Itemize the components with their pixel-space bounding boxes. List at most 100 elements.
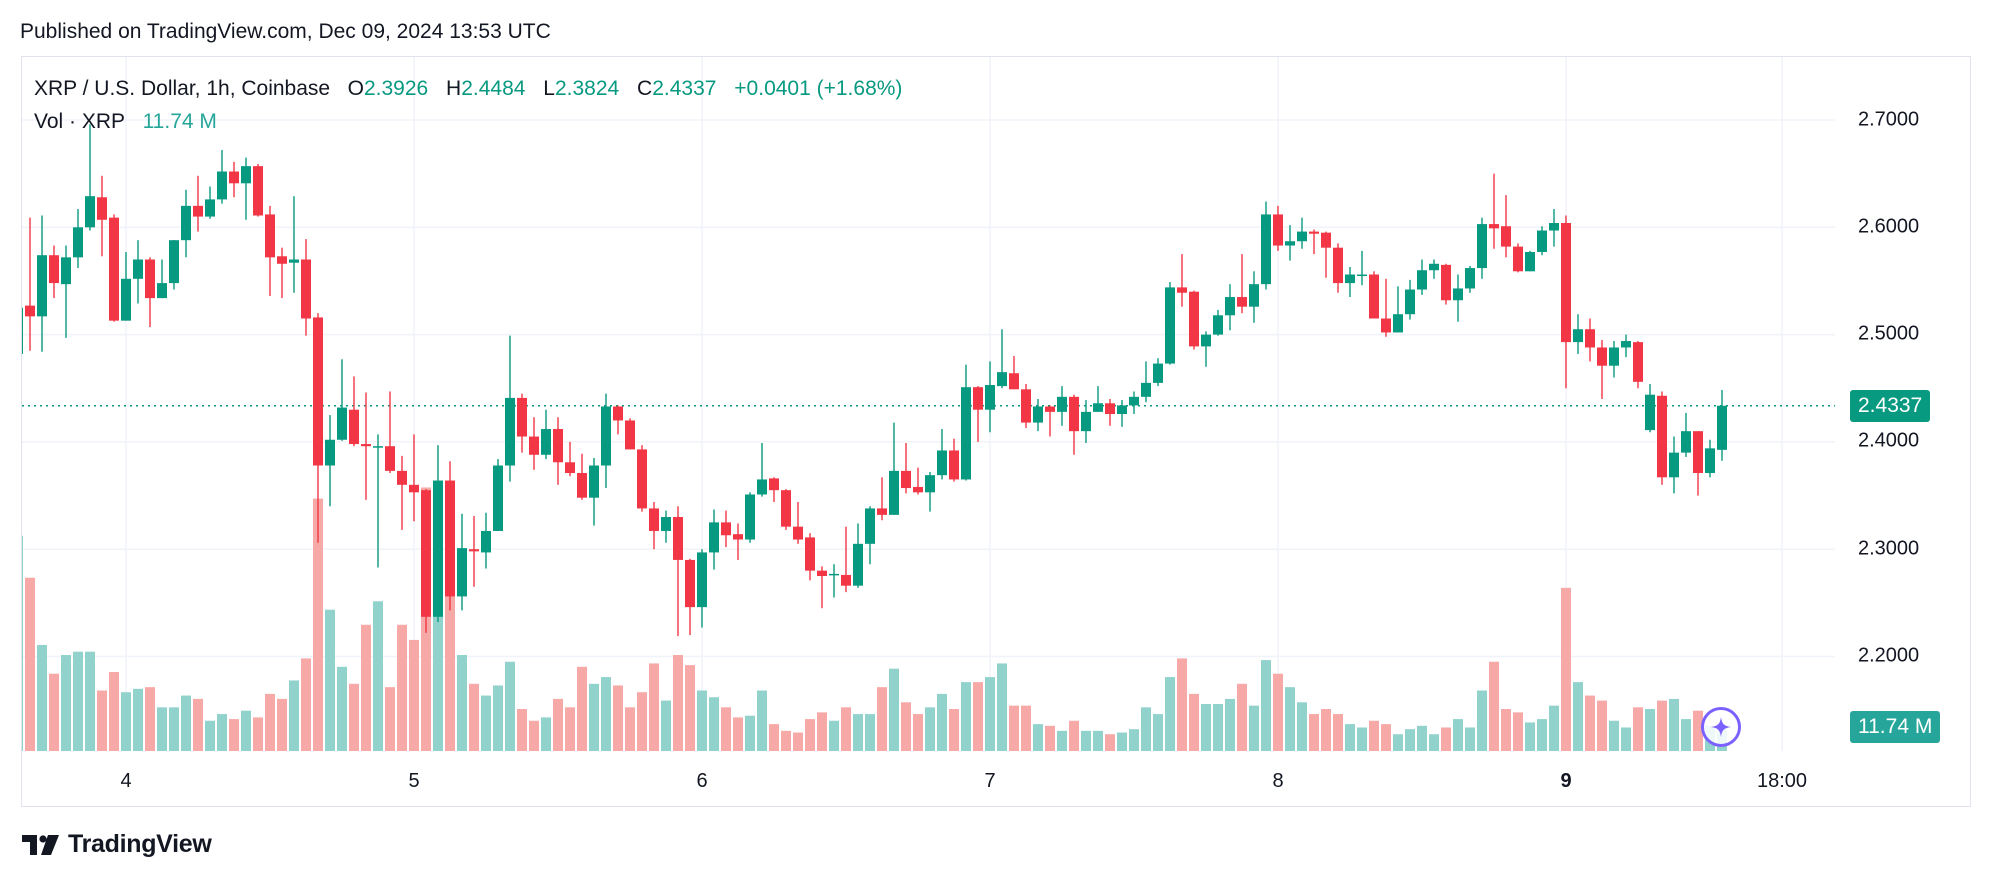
volume-bar bbox=[1549, 705, 1559, 751]
volume-bar bbox=[1285, 687, 1295, 751]
candle-body bbox=[661, 517, 671, 531]
volume-bar bbox=[829, 720, 839, 751]
candle-body bbox=[1069, 396, 1079, 432]
candle-up bbox=[1249, 271, 1259, 323]
candle-up bbox=[481, 512, 491, 569]
candle-body bbox=[1453, 288, 1463, 301]
candle-up bbox=[169, 240, 179, 290]
candle-up bbox=[1357, 250, 1367, 286]
candle-body bbox=[1597, 347, 1607, 366]
candle-up bbox=[1621, 334, 1631, 358]
candle-up bbox=[541, 409, 551, 460]
candle-down bbox=[973, 386, 983, 442]
candle-body bbox=[1417, 270, 1427, 290]
volume-bar bbox=[541, 717, 551, 751]
candle-down bbox=[277, 247, 287, 299]
candle-down bbox=[553, 417, 563, 485]
volume-bar bbox=[1165, 677, 1175, 751]
candle-up bbox=[925, 471, 935, 512]
candle-body bbox=[1201, 334, 1211, 347]
candle-body bbox=[1441, 264, 1451, 301]
open-label: O bbox=[347, 77, 364, 100]
candle-down bbox=[673, 506, 683, 637]
candle-body bbox=[721, 522, 731, 536]
candle-body bbox=[1285, 241, 1295, 246]
candle-body bbox=[685, 559, 695, 608]
candle-down bbox=[1237, 254, 1247, 314]
candle-body bbox=[841, 574, 851, 586]
candle-body bbox=[61, 257, 71, 285]
candle-up bbox=[217, 150, 227, 204]
volume-bar bbox=[97, 690, 107, 751]
volume-bar bbox=[529, 720, 539, 751]
candle-body bbox=[1273, 214, 1283, 246]
candle-body bbox=[97, 197, 107, 220]
candle-body bbox=[1489, 224, 1499, 229]
volume-bar bbox=[217, 714, 227, 751]
candle-body bbox=[1537, 230, 1547, 252]
sparkle-icon[interactable] bbox=[1701, 707, 1741, 747]
candle-body bbox=[1213, 315, 1223, 335]
volume-bar bbox=[313, 498, 323, 751]
candle-up bbox=[1153, 358, 1163, 387]
candle-up bbox=[337, 359, 347, 441]
candle-up bbox=[22, 307, 23, 354]
last-volume-badge: 11.74 M bbox=[1850, 711, 1941, 743]
candle-body bbox=[937, 450, 947, 476]
candle-up bbox=[157, 259, 167, 299]
volume-bar bbox=[625, 707, 635, 751]
candle-body bbox=[169, 240, 179, 284]
volume-bar bbox=[1225, 698, 1235, 751]
candle-down bbox=[109, 214, 119, 322]
candle-down bbox=[637, 445, 647, 512]
candle-body bbox=[205, 199, 215, 217]
candlesticks bbox=[22, 124, 1727, 637]
last-price-badge: 2.4337 bbox=[1850, 390, 1931, 422]
volume-bar bbox=[1261, 660, 1271, 751]
published-caption: Published on TradingView.com, Dec 09, 20… bbox=[20, 20, 551, 43]
volume-bar bbox=[1513, 712, 1523, 751]
candle-up bbox=[1609, 341, 1619, 378]
candle-up bbox=[1261, 201, 1271, 290]
candle-down bbox=[1177, 254, 1187, 307]
candle-up bbox=[937, 429, 947, 480]
footer-brand[interactable]: TradingView bbox=[22, 830, 212, 859]
open-value: 2.3926 bbox=[363, 77, 429, 100]
candle-down bbox=[1561, 215, 1571, 389]
candle-down bbox=[1501, 195, 1511, 258]
volume-bar bbox=[757, 690, 767, 751]
candle-up bbox=[1537, 226, 1547, 256]
y-tick-label: 2.3000 bbox=[1858, 537, 1920, 560]
candle-body bbox=[1513, 246, 1523, 272]
candle-body bbox=[481, 530, 491, 553]
symbol-title[interactable]: XRP / U.S. Dollar, 1h, Coinbase bbox=[34, 77, 331, 100]
candle-down bbox=[1693, 431, 1703, 496]
candle-up bbox=[1465, 265, 1475, 293]
volume-bar bbox=[1129, 729, 1139, 751]
candle-body bbox=[217, 171, 227, 200]
candle-body bbox=[589, 465, 599, 498]
volume-label[interactable]: Vol · XRP bbox=[34, 110, 126, 133]
volume-bar bbox=[1333, 714, 1343, 751]
candle-down bbox=[49, 245, 59, 299]
volume-bar bbox=[385, 687, 395, 751]
candle-body bbox=[361, 444, 371, 447]
candle-up bbox=[1681, 412, 1691, 457]
candle-body bbox=[1657, 395, 1667, 478]
volume-bar bbox=[277, 698, 287, 751]
candle-up bbox=[865, 506, 875, 565]
candle-down bbox=[313, 313, 323, 543]
candle-up bbox=[1525, 250, 1535, 272]
volume-bar bbox=[181, 695, 191, 751]
candle-body bbox=[313, 317, 323, 466]
volume-bar bbox=[253, 717, 263, 751]
volume-bar bbox=[925, 707, 935, 751]
y-tick-label: 2.6000 bbox=[1858, 215, 1920, 238]
change-value: +0.0401 (+1.68%) bbox=[734, 77, 903, 100]
candle-down bbox=[301, 239, 311, 336]
candle-body bbox=[1021, 389, 1031, 423]
candle-body bbox=[1333, 247, 1343, 284]
volume-bar bbox=[22, 535, 23, 751]
candle-body bbox=[745, 494, 755, 540]
